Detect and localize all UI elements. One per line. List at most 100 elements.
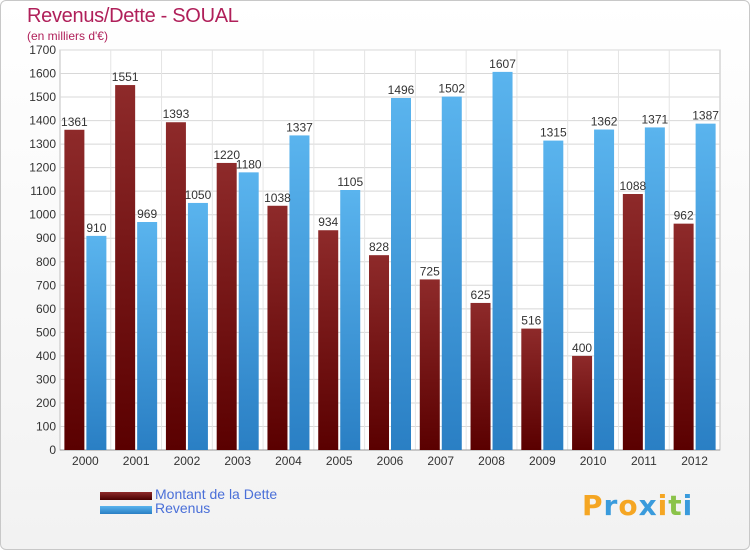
x-tick-label: 2012 bbox=[681, 454, 708, 468]
x-tick-label: 2003 bbox=[224, 454, 251, 468]
labels-layer: 0 100 200 300 400 500 600 700 800 900 1000 1100 1200… bbox=[29, 43, 719, 468]
x-tick-label: 2001 bbox=[123, 454, 150, 468]
data-label: 625 bbox=[471, 288, 491, 302]
chart-subtitle: (en milliers d'€) bbox=[27, 29, 108, 43]
y-tick-label: 1300 bbox=[29, 137, 56, 151]
bar-revenue bbox=[644, 127, 665, 450]
x-tick-label: 2000 bbox=[72, 454, 99, 468]
bar-debt bbox=[267, 205, 288, 450]
x-tick-label: 2006 bbox=[377, 454, 404, 468]
bar-debt bbox=[369, 255, 389, 450]
y-tick-label: 0 bbox=[49, 443, 56, 457]
data-label: 1551 bbox=[112, 70, 139, 84]
data-label: 1362 bbox=[591, 115, 618, 129]
bar-debt bbox=[115, 85, 136, 450]
y-tick-label: 1400 bbox=[29, 114, 56, 128]
y-tick-label: 900 bbox=[36, 231, 56, 245]
data-label: 725 bbox=[420, 264, 440, 278]
data-label: 1088 bbox=[619, 179, 646, 193]
data-label: 1315 bbox=[540, 126, 567, 140]
data-label: 516 bbox=[521, 314, 541, 328]
logo-letter: i bbox=[657, 489, 669, 522]
bar-debt bbox=[470, 302, 491, 450]
x-tick-label: 2005 bbox=[326, 454, 353, 468]
data-label: 969 bbox=[137, 207, 157, 221]
data-label: 1050 bbox=[185, 188, 212, 202]
y-tick-label: 1100 bbox=[30, 184, 56, 198]
data-label: 1180 bbox=[236, 157, 262, 171]
data-label: 1387 bbox=[692, 109, 719, 123]
bar-revenue bbox=[340, 190, 361, 450]
bar-revenue bbox=[594, 129, 615, 450]
x-tick-label: 2004 bbox=[275, 454, 302, 468]
chart-title: Revenus/Dette - SOUAL bbox=[27, 5, 239, 27]
bar-debt bbox=[64, 129, 85, 450]
proxiti-logo: Proxiti bbox=[582, 489, 693, 522]
data-label: 1496 bbox=[388, 83, 415, 97]
y-tick-label: 500 bbox=[36, 325, 56, 339]
data-label: 1038 bbox=[264, 191, 291, 205]
bars-layer bbox=[64, 71, 716, 451]
bar-revenue bbox=[289, 135, 310, 451]
bar-revenue bbox=[391, 98, 411, 450]
x-tick-label: 2011 bbox=[631, 454, 657, 468]
grid-layer bbox=[59, 49, 721, 451]
data-label: 1105 bbox=[337, 175, 363, 189]
y-tick-label: 1200 bbox=[29, 161, 56, 175]
y-tick-label: 600 bbox=[36, 302, 56, 316]
logo-letter: t bbox=[668, 489, 683, 522]
y-tick-label: 1500 bbox=[29, 90, 56, 104]
bar-revenue bbox=[543, 140, 564, 450]
bar-revenue bbox=[86, 235, 107, 450]
logo-letter: x bbox=[638, 489, 658, 522]
bar-debt bbox=[622, 194, 643, 450]
y-tick-label: 1600 bbox=[29, 67, 56, 81]
data-label: 962 bbox=[674, 209, 694, 223]
legend-swatch-revenue bbox=[100, 506, 152, 514]
bar-debt bbox=[419, 279, 440, 450]
bar-debt bbox=[165, 122, 186, 450]
y-tick-label: 1000 bbox=[29, 208, 56, 222]
bar-debt bbox=[572, 355, 593, 450]
data-label: 910 bbox=[86, 221, 106, 235]
legend-label-debt: Montant de la Dette bbox=[155, 486, 278, 502]
data-label: 1361 bbox=[61, 115, 88, 129]
plot-area bbox=[59, 49, 721, 451]
x-tick-label: 2008 bbox=[478, 454, 505, 468]
legend-swatch-debt bbox=[100, 492, 152, 500]
legend-label-revenue: Revenus bbox=[155, 500, 211, 516]
logo-letter: r bbox=[603, 489, 619, 522]
bar-debt bbox=[318, 230, 339, 450]
y-tick-label: 700 bbox=[36, 278, 56, 292]
data-label: 1371 bbox=[641, 112, 668, 126]
data-label: 1607 bbox=[489, 57, 516, 71]
x-tick-label: 2010 bbox=[580, 454, 607, 468]
data-label: 1393 bbox=[163, 107, 190, 121]
logo-letter: P bbox=[582, 489, 604, 522]
data-label: 1337 bbox=[286, 120, 313, 134]
logo-letter: o bbox=[618, 489, 639, 522]
bar-revenue bbox=[492, 71, 513, 450]
bar-revenue bbox=[695, 123, 716, 450]
bar-revenue bbox=[441, 96, 462, 451]
bar-debt bbox=[673, 223, 694, 450]
bar-debt bbox=[216, 162, 237, 451]
data-label: 1502 bbox=[438, 82, 465, 96]
x-tick-label: 2007 bbox=[427, 454, 454, 468]
y-tick-label: 300 bbox=[36, 372, 56, 386]
y-tick-label: 400 bbox=[36, 349, 56, 363]
y-tick-label: 100 bbox=[36, 419, 56, 433]
data-label: 934 bbox=[318, 215, 338, 229]
data-label: 400 bbox=[572, 341, 592, 355]
data-label: 828 bbox=[369, 240, 389, 254]
y-tick-label: 200 bbox=[36, 396, 56, 410]
bar-revenue bbox=[137, 222, 158, 450]
data-label: 1220 bbox=[213, 148, 240, 162]
y-tick-label: 800 bbox=[36, 255, 56, 269]
bar-revenue bbox=[238, 172, 259, 450]
bar-debt bbox=[521, 328, 542, 450]
x-tick-label: 2002 bbox=[174, 454, 201, 468]
logo-letter: i bbox=[682, 489, 694, 522]
y-tick-label: 1700 bbox=[29, 43, 56, 57]
